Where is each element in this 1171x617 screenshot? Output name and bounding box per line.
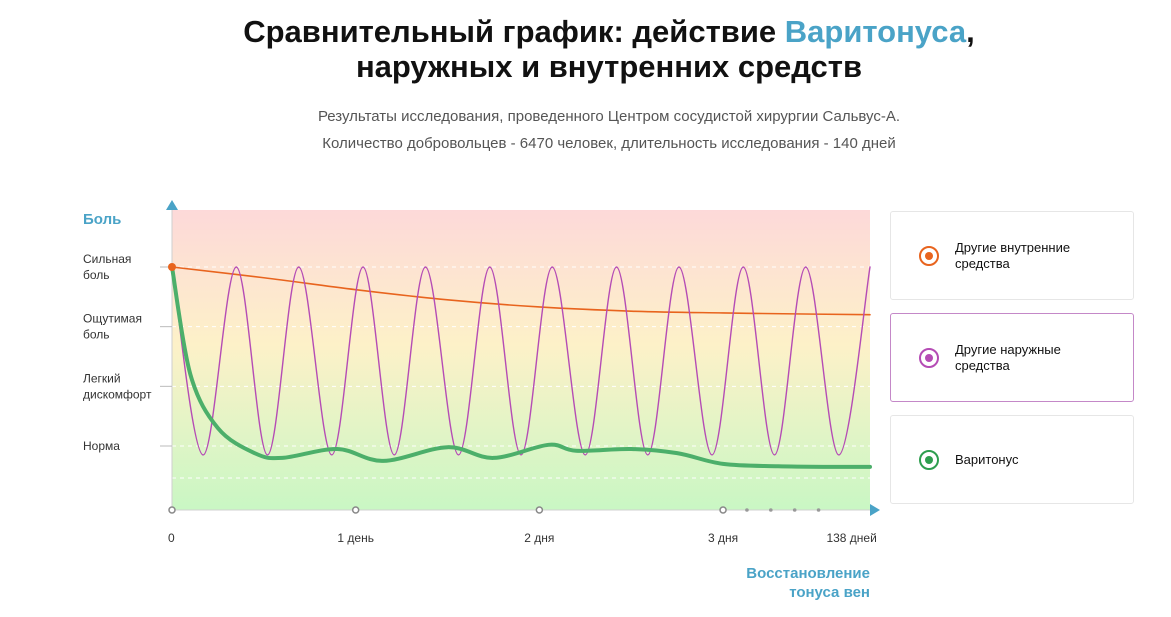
x-tick-label: 3 дня [708, 531, 738, 545]
start-point [168, 263, 176, 271]
y-category-label: Ощутимая боль [83, 312, 142, 342]
legend-dot [925, 455, 933, 464]
page-title: Сравнительный график: действие Варитонус… [0, 14, 1171, 84]
comparison-chart: Боль Норма Легкий дискомфорт Ощутимая боль Си… [83, 200, 880, 601]
subtitle-participants: Количество добровольцев - 6470 человек, … [322, 135, 896, 152]
series-line-internal [171, 266, 871, 316]
x-tick-marker [351, 506, 360, 514]
series-line-varitonus [170, 265, 872, 469]
y-axis-label: Боль [83, 211, 121, 228]
title-accent: Варитонуса [784, 14, 967, 49]
y-category-label: Сильная боль [83, 252, 131, 282]
x-axis-dot [816, 508, 821, 512]
y-category-label: Норма [83, 439, 120, 453]
plot-background [172, 210, 870, 510]
x-tick-marker [719, 506, 727, 514]
legend-item-internal[interactable]: Другие внутренние средства [890, 211, 1134, 300]
legend-dot [925, 353, 933, 362]
legend-marker-icon [919, 449, 939, 470]
legend-label: Варитонус [955, 451, 1019, 467]
series-lines [170, 265, 872, 469]
x-tick-marker [168, 506, 176, 514]
x-tick-label: 1 день [337, 531, 374, 545]
x-axis-dot [792, 508, 797, 512]
x-tick-labels: 0 1 день 2 дня 3 дня 138 дней [168, 506, 877, 545]
legend-dot [925, 251, 933, 260]
title-text: Сравнительный график: действие [243, 14, 785, 49]
subtitle-study: Результаты исследования, проведенного Це… [317, 108, 901, 125]
x-axis-dot [769, 508, 773, 512]
x-axis-arrow [870, 504, 880, 516]
legend-label: Другие наружные средства [955, 341, 1061, 373]
title-line2: наружных и внутренних средств [355, 49, 863, 84]
x-tick-label: 138 дней [826, 531, 876, 545]
y-category-labels: Норма Легкий дискомфорт Ощутимая боль Сильная… [83, 252, 172, 453]
legend-label: Другие внутренние средства [955, 239, 1071, 271]
title-comma: , [966, 14, 975, 49]
y-axis-arrow [166, 200, 178, 210]
legend-item-external[interactable]: Другие наружные средства [890, 313, 1134, 402]
series-line-external [171, 266, 871, 456]
x-tick-label: 2 дня [524, 531, 554, 545]
x-tick-label: 0 [168, 531, 175, 545]
legend-item-varitonus[interactable]: Варитонус [890, 415, 1134, 504]
legend-marker-icon [919, 347, 939, 368]
x-axis-label-line1: Восстановление [746, 565, 870, 582]
x-axis-dot [745, 508, 749, 512]
y-category-label: Легкий дискомфорт [83, 371, 152, 401]
legend-marker-icon [919, 245, 939, 266]
x-axis-label-line2: тонуса вен [789, 584, 870, 601]
x-tick-marker [535, 506, 544, 514]
